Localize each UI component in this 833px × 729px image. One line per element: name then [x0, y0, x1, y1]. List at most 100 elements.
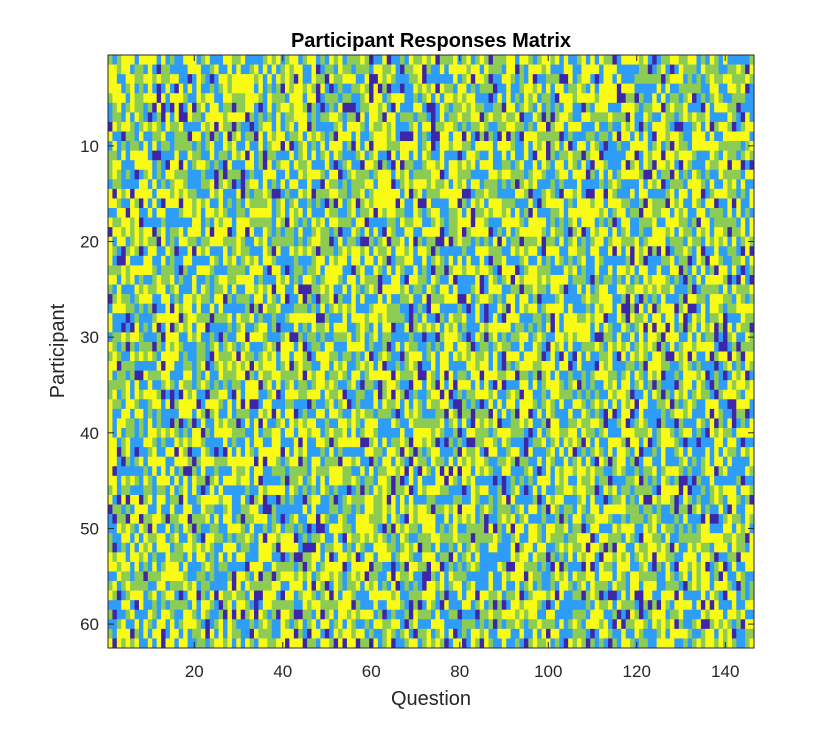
- heatmap-cell: [616, 93, 622, 104]
- heatmap-cell: [169, 294, 175, 305]
- heatmap-cell: [475, 236, 481, 247]
- heatmap-cell: [112, 112, 118, 123]
- heatmap-cell: [108, 198, 113, 209]
- heatmap-cell: [630, 74, 635, 85]
- heatmap-cell: [497, 64, 503, 75]
- heatmap-cell: [652, 303, 657, 314]
- heatmap-cell: [431, 255, 436, 266]
- heatmap-cell: [723, 313, 728, 324]
- heatmap-cell: [656, 255, 662, 266]
- heatmap-cell: [342, 83, 348, 94]
- heatmap-cell: [254, 198, 259, 209]
- heatmap-cell: [369, 131, 374, 142]
- heatmap-cell: [205, 141, 211, 151]
- heatmap-cell: [311, 322, 317, 333]
- heatmap-cell: [749, 303, 755, 314]
- heatmap-cell: [231, 246, 237, 257]
- chart-title: Participant Responses Matrix: [291, 30, 571, 52]
- heatmap-cell: [745, 150, 750, 161]
- heatmap-cell: [647, 217, 653, 228]
- heatmap-cell: [249, 294, 255, 305]
- heatmap-cell: [351, 265, 357, 276]
- heatmap-cell: [563, 160, 569, 171]
- heatmap-cell: [501, 303, 507, 314]
- heatmap-cell: [338, 303, 343, 314]
- heatmap-cell: [165, 160, 171, 171]
- heatmap-cell: [169, 102, 175, 113]
- heatmap-cell: [621, 83, 627, 94]
- heatmap-cell: [714, 217, 719, 228]
- heatmap-cell: [351, 198, 357, 209]
- heatmap-cell: [227, 351, 233, 362]
- heatmap-cell: [718, 169, 724, 180]
- heatmap-cell: [320, 102, 326, 113]
- heatmap-cell: [209, 332, 215, 343]
- heatmap-cell: [183, 227, 188, 238]
- heatmap-cell: [714, 370, 719, 381]
- heatmap-cell: [426, 169, 432, 180]
- heatmap-cell: [320, 322, 326, 333]
- heatmap-cell: [227, 255, 233, 266]
- heatmap-cell: [603, 313, 609, 324]
- heatmap-cell: [616, 227, 622, 238]
- heatmap-cell: [687, 112, 693, 123]
- heatmap-cell: [687, 265, 693, 276]
- heatmap-cell: [289, 284, 295, 295]
- heatmap-cell: [408, 351, 414, 362]
- heatmap-cell: [466, 160, 472, 171]
- heatmap-cell: [439, 303, 445, 314]
- heatmap-cell: [612, 284, 618, 295]
- heatmap-cell: [351, 112, 357, 123]
- heatmap-cell: [276, 74, 281, 85]
- heatmap-cell: [125, 179, 131, 190]
- heatmap-cell: [187, 227, 193, 238]
- heatmap-cell: [572, 102, 578, 113]
- heatmap-cell: [174, 93, 180, 104]
- heatmap-cell: [178, 121, 184, 132]
- heatmap-cell: [594, 74, 600, 85]
- heatmap-cell: [475, 274, 481, 285]
- heatmap-cell: [360, 246, 365, 257]
- heatmap-cell: [178, 370, 184, 381]
- heatmap-cell: [223, 380, 228, 391]
- heatmap-cell: [616, 255, 622, 266]
- heatmap-cell: [740, 341, 746, 352]
- heatmap-cell: [696, 179, 702, 190]
- heatmap-cell: [315, 141, 321, 151]
- heatmap-cell: [581, 74, 587, 85]
- heatmap-cell: [541, 160, 547, 171]
- heatmap-cell: [541, 121, 547, 132]
- heatmap-cell: [745, 303, 750, 314]
- heatmap-cell: [333, 64, 339, 75]
- heatmap-cell: [156, 55, 162, 65]
- heatmap-cell: [408, 322, 414, 333]
- heatmap-cell: [223, 102, 228, 113]
- heatmap-cell: [355, 341, 361, 352]
- heatmap-cell: [161, 227, 166, 238]
- heatmap-cell: [223, 217, 228, 228]
- heatmap-cell: [289, 112, 295, 123]
- heatmap-cell: [506, 370, 511, 381]
- heatmap-cell: [652, 55, 657, 65]
- heatmap-cell: [510, 150, 516, 161]
- heatmap-cell: [249, 246, 255, 257]
- heatmap-cell: [333, 208, 339, 218]
- heatmap-cell: [298, 160, 304, 171]
- heatmap-cell: [346, 255, 352, 266]
- heatmap-cell: [338, 179, 343, 190]
- heatmap-cell: [630, 246, 635, 257]
- heatmap-cell: [143, 227, 149, 238]
- heatmap-cell: [276, 160, 281, 171]
- heatmap-cell: [249, 150, 255, 161]
- heatmap-cell: [612, 294, 618, 305]
- heatmap-cell: [417, 208, 423, 218]
- heatmap-cell: [245, 169, 250, 180]
- heatmap-cell: [165, 303, 171, 314]
- heatmap-cell: [280, 83, 286, 94]
- heatmap-cell: [156, 160, 162, 171]
- heatmap-cell: [501, 255, 507, 266]
- heatmap-cell: [448, 93, 454, 104]
- heatmap-cell: [369, 246, 374, 257]
- heatmap-cell: [311, 341, 317, 352]
- heatmap-cell: [488, 198, 494, 209]
